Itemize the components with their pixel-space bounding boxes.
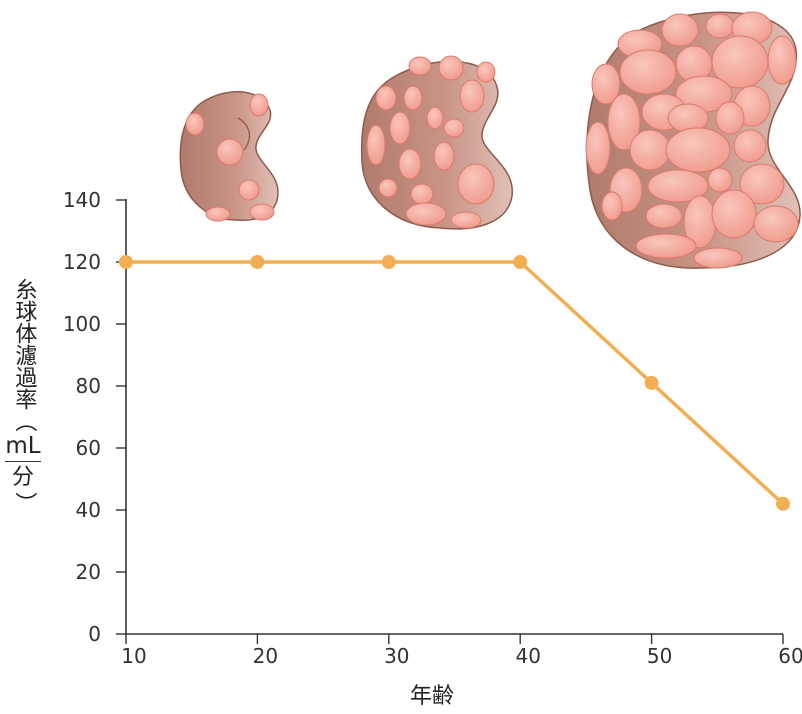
- x-ticks: 10 20 30 40 50 60: [121, 634, 802, 668]
- kidney-medium-icon: [360, 55, 513, 230]
- kidney-small-icon: [179, 90, 279, 222]
- data-point: [644, 375, 659, 390]
- x-tick-label: 20: [253, 644, 278, 668]
- data-point: [776, 496, 790, 511]
- x-axis-title: 年齢: [410, 684, 454, 709]
- series-layer: [119, 255, 790, 511]
- data-point: [513, 255, 528, 269]
- y-tick-label: 20: [76, 560, 101, 584]
- y-tick-label: 60: [76, 436, 101, 460]
- y-tick-label: 0: [88, 622, 101, 646]
- x-tick-label: 50: [647, 644, 672, 668]
- y-axis-title: 糸球体濾過率 （ mL 分 ）: [3, 278, 42, 515]
- y-axis-unit-numerator: mL: [5, 433, 41, 459]
- y-axis-unit-fraction-bar: [5, 460, 41, 462]
- data-point: [119, 255, 133, 269]
- kidney-large-icon: [585, 11, 801, 269]
- x-axis: 10 20 30 40 50 60 年齢: [121, 633, 802, 709]
- y-tick-label: 140: [63, 188, 101, 212]
- y-tick-label: 40: [76, 498, 101, 522]
- series-line: [126, 260, 785, 506]
- y-axis-title-close-paren: ）: [11, 492, 37, 515]
- y-axis: 0 20 40 60 80 100 120 140: [63, 188, 127, 646]
- y-tick-label: 100: [63, 312, 101, 336]
- y-axis-unit-denominator: 分: [11, 464, 34, 490]
- x-tick-label: 40: [515, 644, 540, 668]
- y-axis-title-main: 糸球体濾過率: [11, 278, 37, 410]
- x-tick-label: 60: [778, 644, 802, 668]
- y-tick-label: 80: [76, 374, 101, 398]
- y-axis-unit-fraction: mL 分: [3, 433, 42, 490]
- y-ticks: 0 20 40 60 80 100 120 140: [63, 188, 126, 646]
- y-axis-title-open-paren: （: [11, 410, 37, 432]
- data-point: [381, 255, 396, 269]
- data-point: [250, 255, 265, 269]
- x-tick-label: 30: [384, 644, 409, 668]
- x-tick-label: 10: [121, 644, 146, 668]
- y-tick-label: 120: [63, 250, 101, 274]
